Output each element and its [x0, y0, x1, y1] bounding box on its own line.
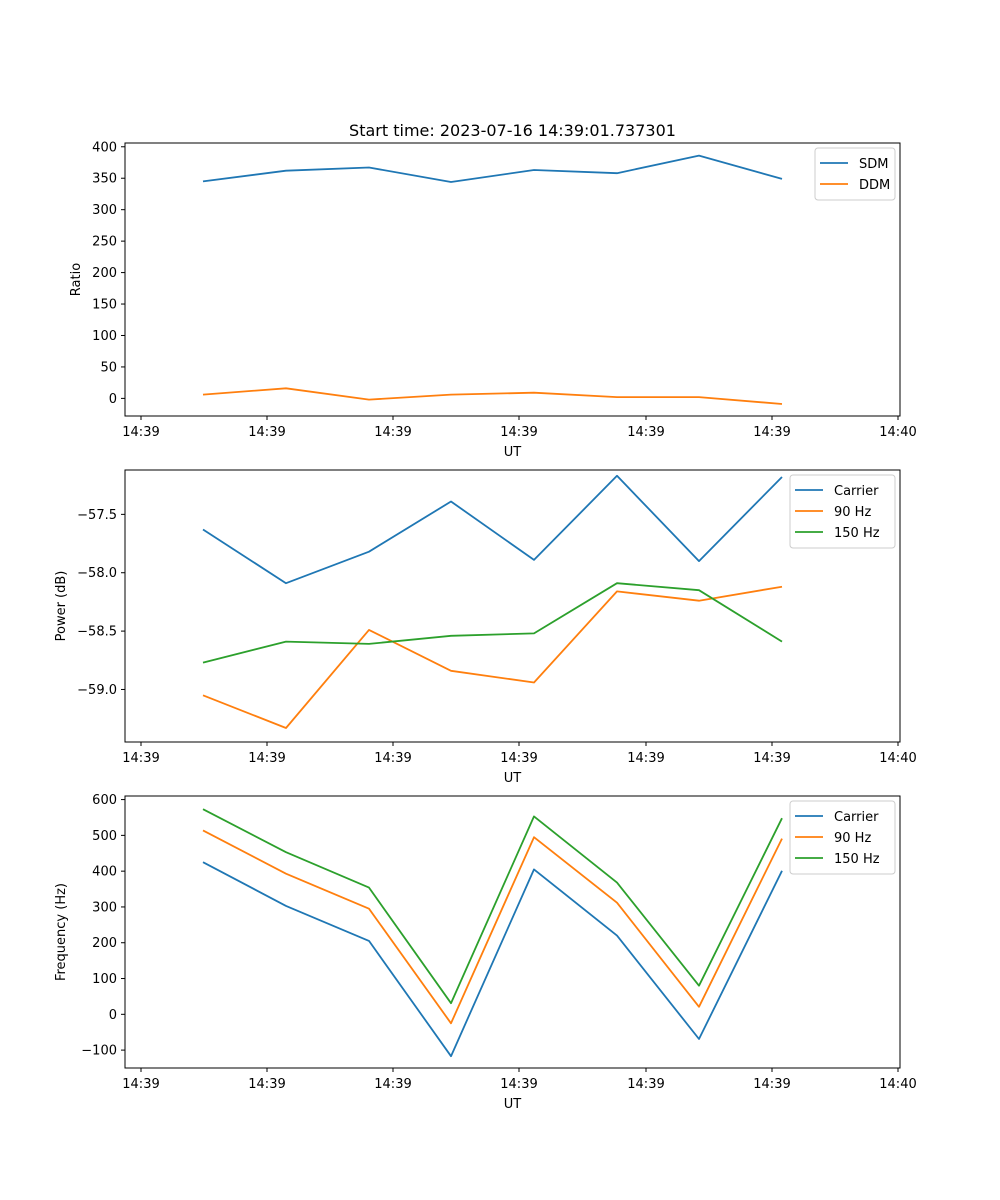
x-axis-label: UT	[504, 445, 522, 460]
y-tick-label: −58.5	[77, 625, 117, 640]
y-axis-label: Power (dB)	[54, 571, 69, 642]
legend-label: 150 Hz	[834, 526, 880, 541]
y-tick-label: 150	[92, 298, 117, 313]
x-tick-label: 14:39	[753, 425, 790, 440]
y-tick-label: 0	[109, 1008, 117, 1023]
legend-label: 90 Hz	[834, 505, 871, 520]
x-tick-label: 14:39	[500, 1077, 537, 1092]
axes-frame	[125, 796, 900, 1068]
series-line-ddm	[203, 388, 782, 404]
x-tick-label: 14:39	[627, 425, 664, 440]
legend-label: Carrier	[834, 484, 879, 499]
y-tick-label: 400	[92, 140, 117, 155]
series-line-150-hz	[203, 583, 782, 662]
series-line-90-hz	[203, 587, 782, 728]
series-line-150-hz	[203, 809, 782, 1003]
legend-label: Carrier	[834, 810, 879, 825]
legend-label: 150 Hz	[834, 852, 880, 867]
y-tick-label: 50	[100, 360, 117, 375]
frequency-panel: 14:39 14:39 14:39 14:39 14:39 14:39 14:40 −100 0…	[54, 793, 917, 1112]
series-line-sdm	[203, 156, 782, 182]
series-line-carrier	[203, 862, 782, 1056]
y-tick-label: 300	[92, 203, 117, 218]
y-axis-label: Frequency (Hz)	[54, 883, 69, 981]
legend: Carrier 90 Hz 150 Hz	[790, 475, 895, 548]
x-axis-label: UT	[504, 771, 522, 786]
power-panel: 14:39 14:39 14:39 14:39 14:39 14:39 14:40 −57.5…	[54, 470, 917, 786]
y-tick-label: −59.0	[77, 683, 117, 698]
y-tick-label: −57.5	[77, 508, 117, 523]
y-tick-label: 600	[92, 793, 117, 808]
x-tick-label: 14:39	[248, 751, 285, 766]
x-axis-label: UT	[504, 1097, 522, 1112]
x-tick-label: 14:39	[122, 425, 159, 440]
axes-frame	[125, 470, 900, 742]
ratio-panel: Start time: 2023-07-16 14:39:01.737301 1…	[69, 121, 917, 460]
legend: SDM DDM	[815, 148, 895, 200]
axes-frame	[125, 143, 900, 416]
legend-label: 90 Hz	[834, 831, 871, 846]
y-tick-label: 0	[109, 392, 117, 407]
x-tick-label: 14:40	[879, 425, 916, 440]
y-tick-label: 200	[92, 266, 117, 281]
legend-label: DDM	[859, 178, 890, 193]
x-tick-label: 14:39	[627, 751, 664, 766]
y-tick-label: 100	[92, 972, 117, 987]
x-tick-label: 14:39	[374, 425, 411, 440]
x-tick-label: 14:39	[500, 425, 537, 440]
y-tick-label: 350	[92, 172, 117, 187]
series-line-carrier	[203, 476, 782, 583]
x-tick-label: 14:39	[374, 1077, 411, 1092]
x-tick-label: 14:39	[753, 751, 790, 766]
x-tick-label: 14:39	[500, 751, 537, 766]
chart-title: Start time: 2023-07-16 14:39:01.737301	[349, 121, 676, 140]
x-tick-label: 14:39	[627, 1077, 664, 1092]
y-tick-label: 500	[92, 829, 117, 844]
x-tick-label: 14:40	[879, 1077, 916, 1092]
y-tick-label: 250	[92, 235, 117, 250]
y-tick-label: 100	[92, 329, 117, 344]
figure: Start time: 2023-07-16 14:39:01.737301 1…	[0, 0, 1000, 1200]
x-tick-label: 14:40	[879, 751, 916, 766]
y-tick-label: −58.0	[77, 566, 117, 581]
y-tick-label: 200	[92, 936, 117, 951]
x-tick-label: 14:39	[122, 751, 159, 766]
x-tick-label: 14:39	[122, 1077, 159, 1092]
x-tick-label: 14:39	[374, 751, 411, 766]
y-tick-label: 400	[92, 865, 117, 880]
legend: Carrier 90 Hz 150 Hz	[790, 801, 895, 874]
legend-label: SDM	[859, 157, 888, 172]
x-tick-label: 14:39	[248, 1077, 285, 1092]
x-tick-label: 14:39	[753, 1077, 790, 1092]
y-tick-label: −100	[81, 1044, 117, 1059]
y-axis-label: Ratio	[69, 263, 84, 296]
series-line-90-hz	[203, 830, 782, 1023]
y-tick-label: 300	[92, 900, 117, 915]
x-tick-label: 14:39	[248, 425, 285, 440]
